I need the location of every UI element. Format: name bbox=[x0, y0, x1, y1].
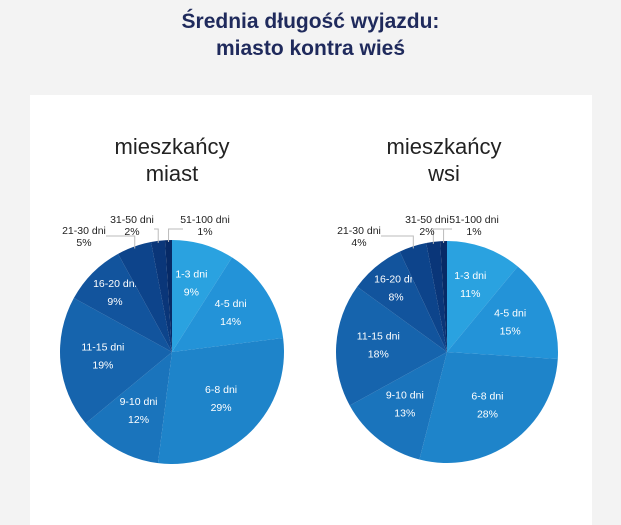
slice-value-label: 28% bbox=[477, 409, 498, 421]
slice-value-label: 1% bbox=[466, 226, 481, 238]
slice-category-label: 4-5 dni bbox=[215, 298, 247, 310]
pie-title-cities: mieszkańcy miast bbox=[62, 133, 282, 187]
pie-title-line-2: wsi bbox=[428, 161, 460, 186]
leader-line bbox=[443, 228, 452, 244]
page-title: Średnia długość wyjazdu: miasto kontra w… bbox=[0, 8, 621, 62]
slice-category-label: 1-3 dni bbox=[454, 270, 486, 282]
slice-value-label: 18% bbox=[368, 349, 389, 361]
pie-slice bbox=[419, 352, 558, 463]
pie-slice bbox=[357, 251, 447, 352]
pie-slice bbox=[399, 242, 447, 352]
slice-category-label: 9-10 dni bbox=[386, 389, 424, 401]
slice-category-label: 11-15 dni bbox=[357, 331, 400, 343]
pie-title-villages: mieszkańcy wsi bbox=[334, 133, 554, 187]
pie-slice bbox=[172, 257, 284, 352]
slice-value-label: 15% bbox=[500, 326, 521, 338]
pie-slice bbox=[85, 352, 172, 464]
slice-value-label: 4% bbox=[351, 237, 366, 249]
title-line-2: miasto kontra wieś bbox=[215, 37, 406, 60]
slice-value-label: 11% bbox=[460, 288, 480, 300]
pie-slice bbox=[118, 241, 172, 352]
leader-line bbox=[154, 228, 159, 243]
slice-value-label: 2% bbox=[419, 226, 434, 238]
pie-charts: 1-3 dni 9% 4-5 dni 14% 6-8 dni 29% 9-10 dni 12%… bbox=[60, 214, 558, 465]
leader-line bbox=[381, 235, 414, 249]
pie-slice bbox=[440, 241, 447, 352]
slice-value-label: 2% bbox=[124, 226, 139, 238]
pie-slice bbox=[447, 266, 558, 359]
pie-slice bbox=[73, 253, 172, 352]
slice-category-label: 51-100 dni bbox=[180, 214, 230, 226]
pie-slice bbox=[426, 241, 447, 352]
slice-category-label: 9-10 dni bbox=[120, 396, 158, 408]
pie-slice bbox=[336, 286, 447, 406]
pie-slice bbox=[447, 241, 518, 352]
slice-value-label: 9% bbox=[184, 286, 199, 298]
pie-slice bbox=[60, 298, 172, 424]
slice-category-label: 16-20 dni bbox=[374, 273, 418, 285]
slice-value-label: 14% bbox=[220, 316, 241, 328]
slice-category-label: 6-8 dni bbox=[205, 384, 237, 396]
leader-line bbox=[106, 235, 136, 249]
pie-slice bbox=[157, 337, 285, 465]
title-line-1: Średnia długość wyjazdu: bbox=[181, 10, 440, 33]
slice-category-label: 16-20 dni bbox=[93, 278, 137, 290]
slice-category-label: 1-3 dni bbox=[175, 268, 207, 280]
slice-category-label: 21-30 dni bbox=[337, 225, 381, 237]
slice-category-label: 6-8 dni bbox=[471, 391, 503, 403]
slice-category-label: 51-100 dni bbox=[449, 214, 499, 226]
slice-value-label: 1% bbox=[197, 226, 212, 238]
slice-category-label: 31-50 dni bbox=[110, 214, 154, 226]
pie-slice bbox=[151, 240, 172, 352]
slice-value-label: 9% bbox=[107, 296, 122, 308]
slice-category-label: 21-30 dni bbox=[62, 225, 106, 237]
pie-title-line-1: mieszkańcy bbox=[386, 134, 502, 159]
slice-value-label: 12% bbox=[128, 414, 149, 426]
pie-title-line-2: miast bbox=[145, 161, 199, 186]
slice-category-label: 4-5 dni bbox=[494, 308, 526, 320]
slice-value-label: 8% bbox=[388, 291, 403, 303]
pie-title-line-1: mieszkańcy bbox=[114, 134, 230, 159]
pie-slice bbox=[172, 240, 233, 352]
slice-category-label: 31-50 dni bbox=[405, 214, 449, 226]
slice-value-label: 13% bbox=[394, 407, 415, 419]
slice-value-label: 29% bbox=[211, 402, 232, 414]
pie-slice bbox=[349, 352, 447, 460]
slice-category-label: 11-15 dni bbox=[81, 342, 124, 354]
leader-line bbox=[168, 228, 183, 243]
slice-value-label: 5% bbox=[76, 237, 91, 249]
slice-value-label: 19% bbox=[92, 360, 113, 372]
pie-slice bbox=[164, 240, 172, 352]
